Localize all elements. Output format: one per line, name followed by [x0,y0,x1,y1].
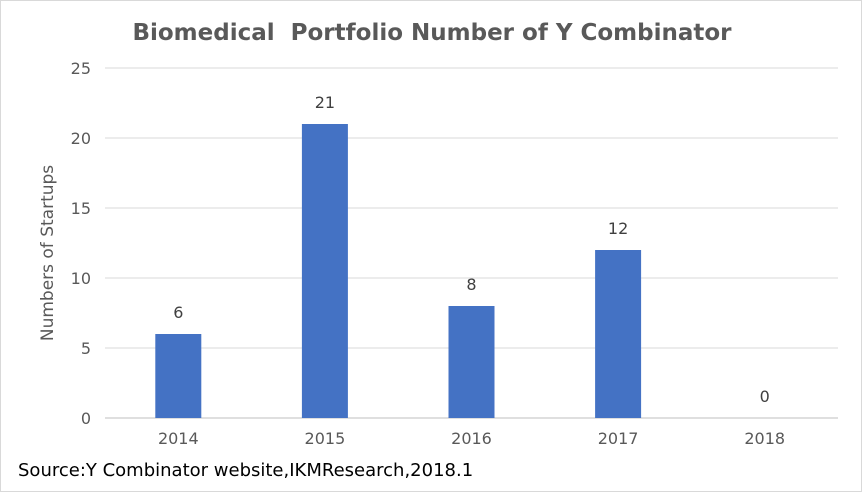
bar [595,250,642,418]
y-tick-label: 25 [71,59,91,78]
y-tick-label: 5 [81,339,91,358]
y-tick-label: 10 [71,269,91,288]
y-tick-label: 0 [81,409,91,428]
data-label: 21 [315,93,335,112]
source-note: Source:Y Combinator website,IKMResearch,… [18,460,474,481]
bar [448,306,495,418]
data-label: 6 [173,303,183,322]
data-label: 12 [608,219,628,238]
x-tick-label: 2016 [451,429,492,448]
y-tick-label: 20 [71,129,91,148]
bar [301,124,348,418]
y-axis-title: Numbers of Startups [38,165,58,341]
x-tick-label: 2017 [598,429,639,448]
x-tick-label: 2015 [305,429,346,448]
data-label: 0 [760,387,770,406]
x-tick-label: 2014 [158,429,199,448]
x-tick-label: 2018 [744,429,785,448]
y-tick-label: 15 [71,199,91,218]
data-label: 8 [466,275,476,294]
chart-title: Biomedical Portfolio Number of Y Combina… [132,20,732,46]
bar [155,334,202,418]
